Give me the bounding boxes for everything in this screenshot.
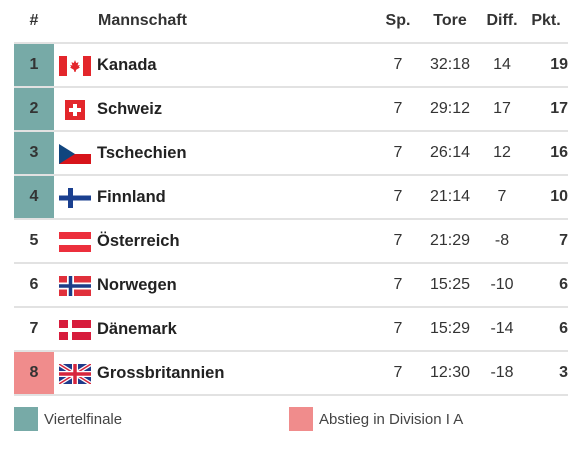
goals-cell: 12:30 bbox=[429, 364, 471, 381]
points-cell: 10 bbox=[550, 188, 568, 205]
played-cell: 7 bbox=[393, 320, 403, 337]
uk-flag-icon bbox=[59, 364, 91, 384]
finland-flag-icon bbox=[59, 188, 91, 208]
standings-table: 1 Kanada 7 32:18 14 19 2 Schweiz 7 29:12… bbox=[14, 42, 568, 396]
played-cell: 7 bbox=[393, 364, 403, 381]
team-name: Tschechien bbox=[97, 144, 187, 162]
rank-cell: 6 bbox=[29, 276, 39, 293]
header-rank: # bbox=[29, 12, 39, 29]
rank-cell: 2 bbox=[14, 88, 54, 130]
header-diff: Diff. bbox=[486, 12, 518, 29]
austria-flag-icon bbox=[59, 232, 91, 252]
played-cell: 7 bbox=[393, 144, 403, 161]
goals-cell: 15:25 bbox=[429, 276, 471, 293]
table-row: 8 Grossbritannien 7 12:30 -18 3 bbox=[14, 352, 568, 396]
points-cell: 16 bbox=[550, 144, 568, 161]
points-cell: 19 bbox=[550, 56, 568, 73]
goals-cell: 15:29 bbox=[429, 320, 471, 337]
diff-cell: -18 bbox=[490, 364, 514, 381]
diff-cell: 17 bbox=[493, 100, 511, 117]
goals-cell: 21:29 bbox=[429, 232, 471, 249]
goals-cell: 32:18 bbox=[429, 56, 471, 73]
switzerland-flag-icon bbox=[65, 100, 85, 120]
legend-relegation-swatch bbox=[289, 407, 313, 431]
rank-cell: 7 bbox=[29, 320, 39, 337]
goals-cell: 21:14 bbox=[429, 188, 471, 205]
table-row: 6 Norwegen 7 15:25 -10 6 bbox=[14, 264, 568, 308]
rank-cell: 1 bbox=[14, 44, 54, 86]
denmark-flag-icon bbox=[59, 320, 91, 340]
table-row: 3 Tschechien 7 26:14 12 16 bbox=[14, 132, 568, 176]
points-cell: 6 bbox=[559, 320, 568, 337]
points-cell: 3 bbox=[559, 364, 568, 381]
rank-cell: 3 bbox=[14, 132, 54, 174]
goals-cell: 26:14 bbox=[429, 144, 471, 161]
points-cell: 6 bbox=[559, 276, 568, 293]
header-team: Mannschaft bbox=[98, 12, 187, 29]
diff-cell: -10 bbox=[490, 276, 514, 293]
goals-cell: 29:12 bbox=[429, 100, 471, 117]
czech-flag-icon bbox=[59, 144, 91, 164]
rank-cell: 5 bbox=[29, 232, 39, 249]
table-row: 2 Schweiz 7 29:12 17 17 bbox=[14, 88, 568, 132]
table-row: 5 Österreich 7 21:29 -8 7 bbox=[14, 220, 568, 264]
header-points: Pkt. bbox=[531, 12, 561, 29]
canada-flag-icon bbox=[59, 56, 91, 76]
points-cell: 17 bbox=[550, 100, 568, 117]
rank-cell: 4 bbox=[14, 176, 54, 218]
legend-quarterfinal-label: Viertelfinale bbox=[44, 411, 123, 428]
diff-cell: 7 bbox=[497, 188, 507, 205]
legend-quarterfinal-swatch bbox=[14, 407, 38, 431]
team-name: Österreich bbox=[97, 232, 180, 250]
header-goals: Tore bbox=[433, 12, 467, 29]
team-name: Kanada bbox=[97, 56, 157, 74]
team-name: Finnland bbox=[97, 188, 166, 206]
played-cell: 7 bbox=[393, 232, 403, 249]
diff-cell: -14 bbox=[490, 320, 514, 337]
played-cell: 7 bbox=[393, 100, 403, 117]
team-name: Grossbritannien bbox=[97, 364, 225, 382]
team-name: Schweiz bbox=[97, 100, 163, 118]
norway-flag-icon bbox=[59, 276, 91, 296]
team-name: Norwegen bbox=[97, 276, 177, 294]
rank-cell: 8 bbox=[14, 352, 54, 394]
header-played: Sp. bbox=[385, 12, 411, 29]
legend-relegation-label: Abstieg in Division I A bbox=[319, 411, 464, 428]
played-cell: 7 bbox=[393, 276, 403, 293]
diff-cell: 12 bbox=[493, 144, 511, 161]
played-cell: 7 bbox=[393, 56, 403, 73]
played-cell: 7 bbox=[393, 188, 403, 205]
diff-cell: -8 bbox=[494, 232, 510, 249]
team-name: Dänemark bbox=[97, 320, 177, 338]
table-row: 7 Dänemark 7 15:29 -14 6 bbox=[14, 308, 568, 352]
points-cell: 7 bbox=[559, 232, 568, 249]
table-row: 4 Finnland 7 21:14 7 10 bbox=[14, 176, 568, 220]
diff-cell: 14 bbox=[493, 56, 511, 73]
table-row: 1 Kanada 7 32:18 14 19 bbox=[14, 44, 568, 88]
